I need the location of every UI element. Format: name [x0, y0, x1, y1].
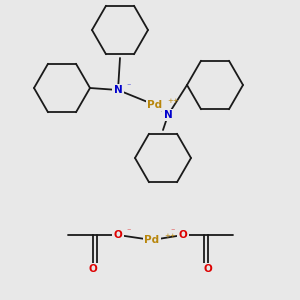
- Text: O: O: [178, 230, 188, 240]
- Text: ⁻: ⁻: [126, 226, 130, 236]
- Text: O: O: [204, 264, 212, 274]
- Text: ⁻: ⁻: [126, 82, 130, 91]
- Text: ++: ++: [164, 233, 176, 239]
- Text: ++: ++: [167, 98, 179, 104]
- Text: O: O: [114, 230, 122, 240]
- Text: Pd: Pd: [144, 235, 160, 245]
- Text: ⁻: ⁻: [171, 226, 175, 236]
- Text: N: N: [114, 85, 122, 95]
- Text: Pd: Pd: [147, 100, 163, 110]
- Text: N: N: [164, 110, 172, 120]
- Text: O: O: [88, 264, 98, 274]
